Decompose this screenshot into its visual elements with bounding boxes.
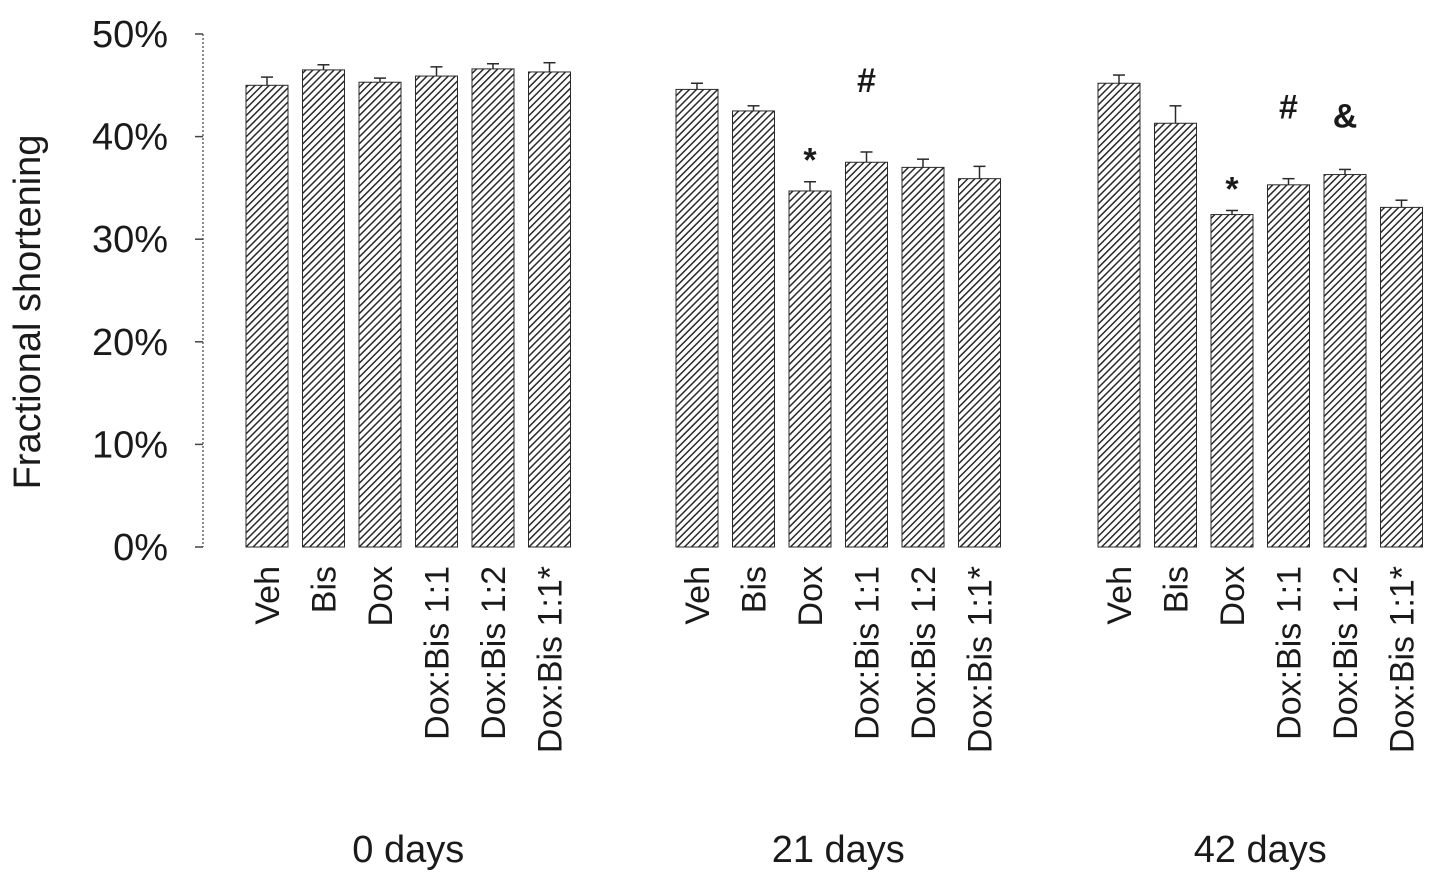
category-label: Dox:Bis 1:1 — [1271, 566, 1309, 740]
category-label: Veh — [1101, 566, 1139, 625]
bar — [528, 71, 571, 548]
category-label: Dox:Bis 1:1 — [849, 566, 887, 740]
bar — [788, 190, 832, 548]
category-label: Bis — [736, 566, 774, 613]
bar — [901, 166, 945, 548]
bar — [358, 81, 402, 548]
group-label: 21 days — [772, 829, 905, 871]
bar — [1210, 214, 1254, 548]
significance-marker: # — [1279, 89, 1298, 127]
group-label: 42 days — [1194, 829, 1327, 871]
bar — [1323, 174, 1367, 548]
significance-marker: # — [857, 62, 876, 100]
bar — [845, 161, 888, 548]
bar — [732, 110, 775, 548]
bar — [1097, 82, 1141, 548]
significance-marker: * — [803, 142, 817, 180]
bar — [675, 88, 719, 548]
bar — [415, 75, 458, 548]
category-label: Dox:Bis 1:2 — [1327, 566, 1365, 740]
bar — [471, 68, 515, 548]
bar — [1154, 122, 1197, 548]
category-label: Dox:Bis 1:1 — [419, 566, 457, 740]
y-tick-label: 10% — [92, 424, 168, 466]
y-axis: 0% 10% 20% 30% 40% 50% — [92, 14, 204, 569]
category-label: Veh — [679, 566, 717, 625]
category-label: Dox — [792, 566, 830, 626]
bar — [1267, 184, 1310, 548]
significance-marker: * — [1225, 170, 1239, 208]
category-label: Dox — [1214, 566, 1252, 626]
y-tick-label: 0% — [113, 527, 168, 569]
category-label: Dox:Bis 1:1* — [532, 566, 570, 753]
bar — [1380, 206, 1423, 548]
significance-marker: & — [1333, 97, 1358, 135]
category-label: Bis — [306, 566, 344, 613]
category-label: Dox:Bis 1:2 — [475, 566, 513, 740]
y-tick-label: 50% — [92, 14, 168, 56]
y-tick-label: 20% — [92, 322, 168, 364]
bars: *#*# & — [245, 61, 1423, 548]
group-label: 0 days — [352, 829, 464, 871]
y-tick-label: 40% — [92, 117, 168, 159]
y-tick-label: 30% — [92, 219, 168, 261]
category-label: Dox:Bis 1:1* — [1384, 566, 1422, 753]
bar — [245, 84, 289, 548]
category-label: Dox:Bis 1:1* — [962, 566, 1000, 753]
bar — [302, 69, 345, 548]
category-label: Dox:Bis 1:2 — [905, 566, 943, 740]
category-label: Bis — [1158, 566, 1196, 613]
category-label: Veh — [249, 566, 287, 625]
category-label: Dox — [362, 566, 400, 626]
y-axis-label: Fractional shortening — [7, 135, 49, 490]
category-labels: Veh Bis Dox Dox:Bis 1:1 Dox:Bis 1:2 Dox:Bis 1… — [249, 566, 1422, 753]
bar — [958, 178, 1001, 548]
group-labels: 0 days 21 days 42 days — [352, 829, 1327, 871]
